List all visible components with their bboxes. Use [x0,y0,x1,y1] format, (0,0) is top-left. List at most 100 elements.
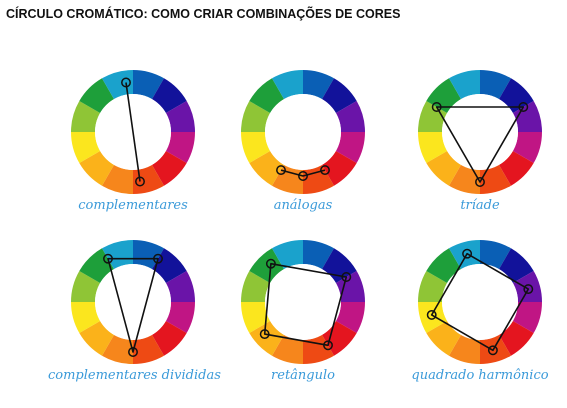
wheel-segment [322,321,357,356]
color-wheel [418,70,542,194]
scheme-label: análogas [273,198,333,213]
wheel-segment [133,240,164,270]
page-title: CÍRCULO CROMÁTICO: COMO CRIAR COMBINAÇÕE… [6,7,401,21]
wheel-segment [165,101,195,132]
wheel-segment [426,78,461,113]
color-wheel [241,70,365,194]
wheel-segment [71,271,101,302]
wheel-segment [480,164,511,194]
scheme-shape [280,169,326,177]
wheel-segment [335,302,365,333]
wheel-segment [335,101,365,132]
wheel-segment [426,248,461,283]
scheme-shape [263,262,348,347]
wheel-segment [71,132,101,163]
color-marker [320,165,330,176]
wheel-segment [418,132,448,163]
wheel-segment [512,302,542,333]
wheel-segment [499,78,534,113]
scheme-analogas: análogas [218,62,388,238]
wheel-segment [102,240,133,270]
color-marker [426,309,437,320]
wheel-segment [79,151,114,186]
scheme-complementares-divididas: complementares divididas [48,232,221,408]
wheel-segment [79,78,114,113]
color-marker [265,258,276,269]
wheel-segment [102,164,133,194]
wheel-segment [303,70,334,100]
color-marker [121,77,131,88]
wheel-segment [418,271,448,302]
wheel-segment [512,271,542,302]
wheel-segment [499,151,534,186]
scheme-shape [430,252,530,352]
wheel-segment [79,248,114,283]
wheel-segment [152,321,187,356]
color-marker [323,340,333,351]
color-marker [298,171,308,181]
scheme-shape [125,82,141,182]
wheel-segment [102,334,133,364]
wheel-segment [499,248,534,283]
wheel-segment [480,240,511,270]
color-marker [518,102,529,112]
color-wheel [71,240,195,364]
wheel-segment [133,70,164,100]
wheel-segment [133,334,164,364]
wheel-segment [152,78,187,113]
color-marker [523,284,534,295]
scheme-label: quadrado harmônico [411,368,549,383]
color-marker [462,248,473,259]
wheel-segment [165,271,195,302]
wheel-segment [272,334,303,364]
wheel-segment [152,151,187,186]
wheel-segment [335,132,365,163]
scheme-label: retângulo [271,368,335,383]
wheel-center [95,264,171,340]
wheel-segment [272,164,303,194]
wheel-segment [303,164,334,194]
color-marker [153,253,163,264]
wheel-segment [133,164,164,194]
wheel-segment [499,321,534,356]
color-marker [259,329,270,340]
wheel-segment [165,302,195,333]
wheel-segment [241,101,271,132]
color-marker [431,102,442,112]
wheel-segment [418,101,448,132]
color-marker [135,176,145,187]
scheme-label: complementares [78,198,188,213]
wheel-center [265,94,341,170]
color-wheel [241,240,365,364]
wheel-segment [241,271,271,302]
scheme-label: complementares divididas [48,368,221,383]
wheel-segment [71,302,101,333]
color-marker [487,345,498,356]
color-wheel [71,70,195,194]
wheel-segment [449,70,480,100]
wheel-segment [418,302,448,333]
wheel-segment [165,132,195,163]
wheel-segment [79,321,114,356]
wheel-segment [480,70,511,100]
wheel-segment [152,248,187,283]
wheel-segment [272,240,303,270]
color-marker [341,272,352,282]
wheel-segment [249,78,284,113]
wheel-center [265,264,341,340]
scheme-label: tríade [460,198,500,213]
wheel-segment [335,271,365,302]
wheel-segment [102,70,133,100]
scheme-quadrado-harmonico: quadrado harmônico [395,232,565,408]
wheel-segment [480,334,511,364]
wheel-center [442,94,518,170]
wheel-segment [241,132,271,163]
color-marker [276,165,286,176]
scheme-shape [107,257,159,353]
wheel-segment [71,101,101,132]
color-marker [128,347,138,357]
scheme-triade: tríade [395,62,565,238]
wheel-segment [272,70,303,100]
wheel-center [442,264,518,340]
wheel-segment [512,101,542,132]
